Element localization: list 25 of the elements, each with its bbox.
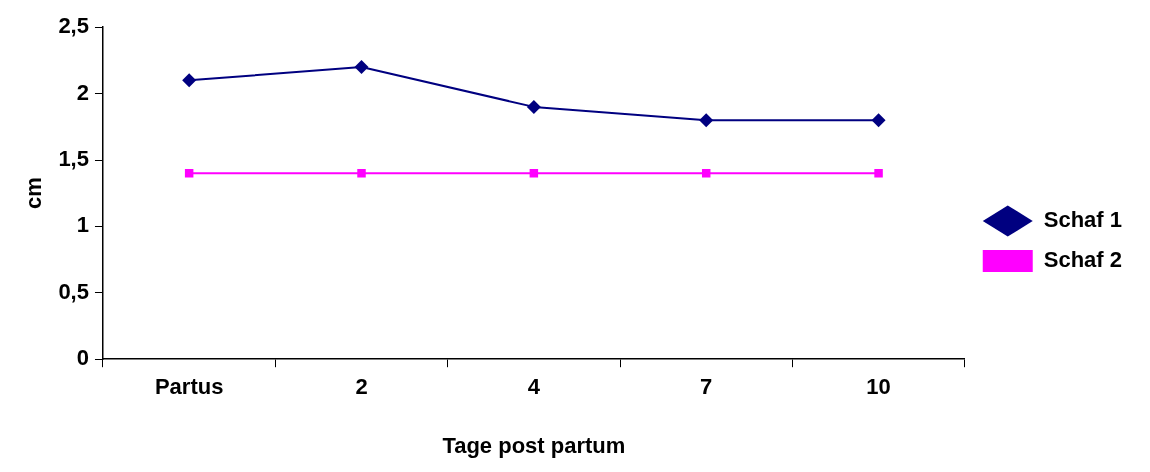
y-tick-label: 1,5 [58,146,89,172]
y-tick-label: 2,5 [58,13,89,39]
x-tick-label: 10 [866,374,891,400]
x-tick-label: 7 [700,374,713,400]
point [871,113,886,128]
x-tick-label: Partus [154,374,224,400]
point [357,169,366,178]
legend-label: Schaf 2 [1043,247,1123,273]
point [699,113,714,128]
x-axis-title: Tage post partum [442,432,626,458]
point [701,169,711,178]
point [184,169,194,178]
y-axis-title: cm [21,177,47,210]
y-tick-label: 0,5 [58,278,89,304]
x-tick-label: 2 [355,374,368,400]
point [354,60,369,75]
y-tick-label: 1 [76,212,89,238]
point [874,169,883,178]
point [526,99,541,114]
y-tick-label: 0 [76,345,89,371]
y-tick-label: 2 [76,79,89,105]
legend-label: Schaf 1 [1043,207,1123,233]
x-tick-label: 4 [527,374,541,400]
point [182,73,197,88]
point [529,169,539,178]
